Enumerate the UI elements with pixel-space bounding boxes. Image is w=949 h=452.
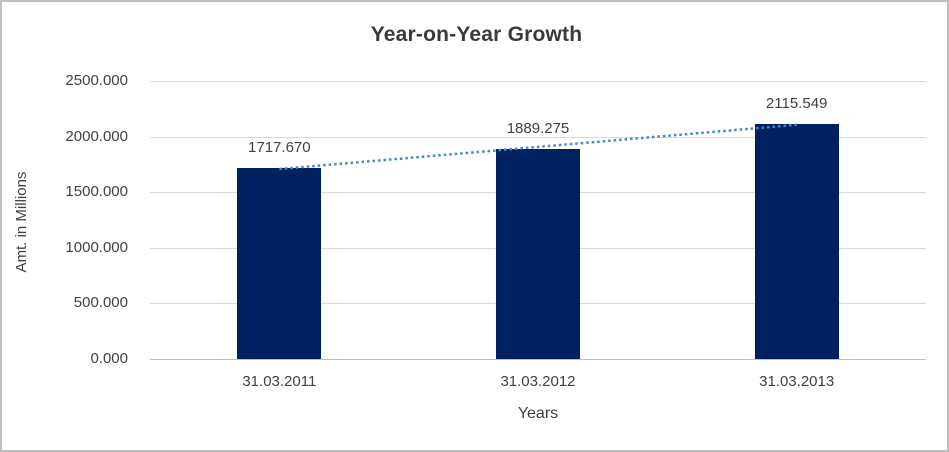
bar bbox=[237, 167, 322, 359]
x-tick-label: 31.03.2013 bbox=[759, 373, 835, 390]
x-tick-label: 31.03.2011 bbox=[242, 373, 317, 390]
y-tick-label: 1500.000 bbox=[65, 183, 128, 201]
x-tick-label: 31.03.2012 bbox=[500, 373, 576, 390]
bar-value-label: 1889.275 bbox=[506, 119, 570, 137]
bar-value-label: 1717.670 bbox=[248, 138, 311, 156]
bar bbox=[754, 123, 839, 359]
y-tick-label: 2000.000 bbox=[65, 127, 128, 145]
x-axis-title: Years bbox=[517, 405, 559, 422]
gridline bbox=[150, 136, 926, 138]
y-tick-label: 500.000 bbox=[73, 294, 128, 312]
gridline bbox=[150, 81, 926, 82]
bar bbox=[496, 148, 580, 359]
chart-title: Year-on-Year Growth bbox=[370, 23, 583, 46]
plot-area bbox=[150, 81, 926, 360]
trendline bbox=[279, 123, 797, 171]
y-tick-label: 2500.000 bbox=[65, 72, 128, 89]
y-axis-title: Amt. in Millions bbox=[13, 171, 30, 273]
y-tick-label: 0.000 bbox=[90, 350, 128, 367]
bar-value-label: 2115.549 bbox=[765, 94, 828, 112]
y-tick-label: 1000.000 bbox=[65, 238, 128, 256]
